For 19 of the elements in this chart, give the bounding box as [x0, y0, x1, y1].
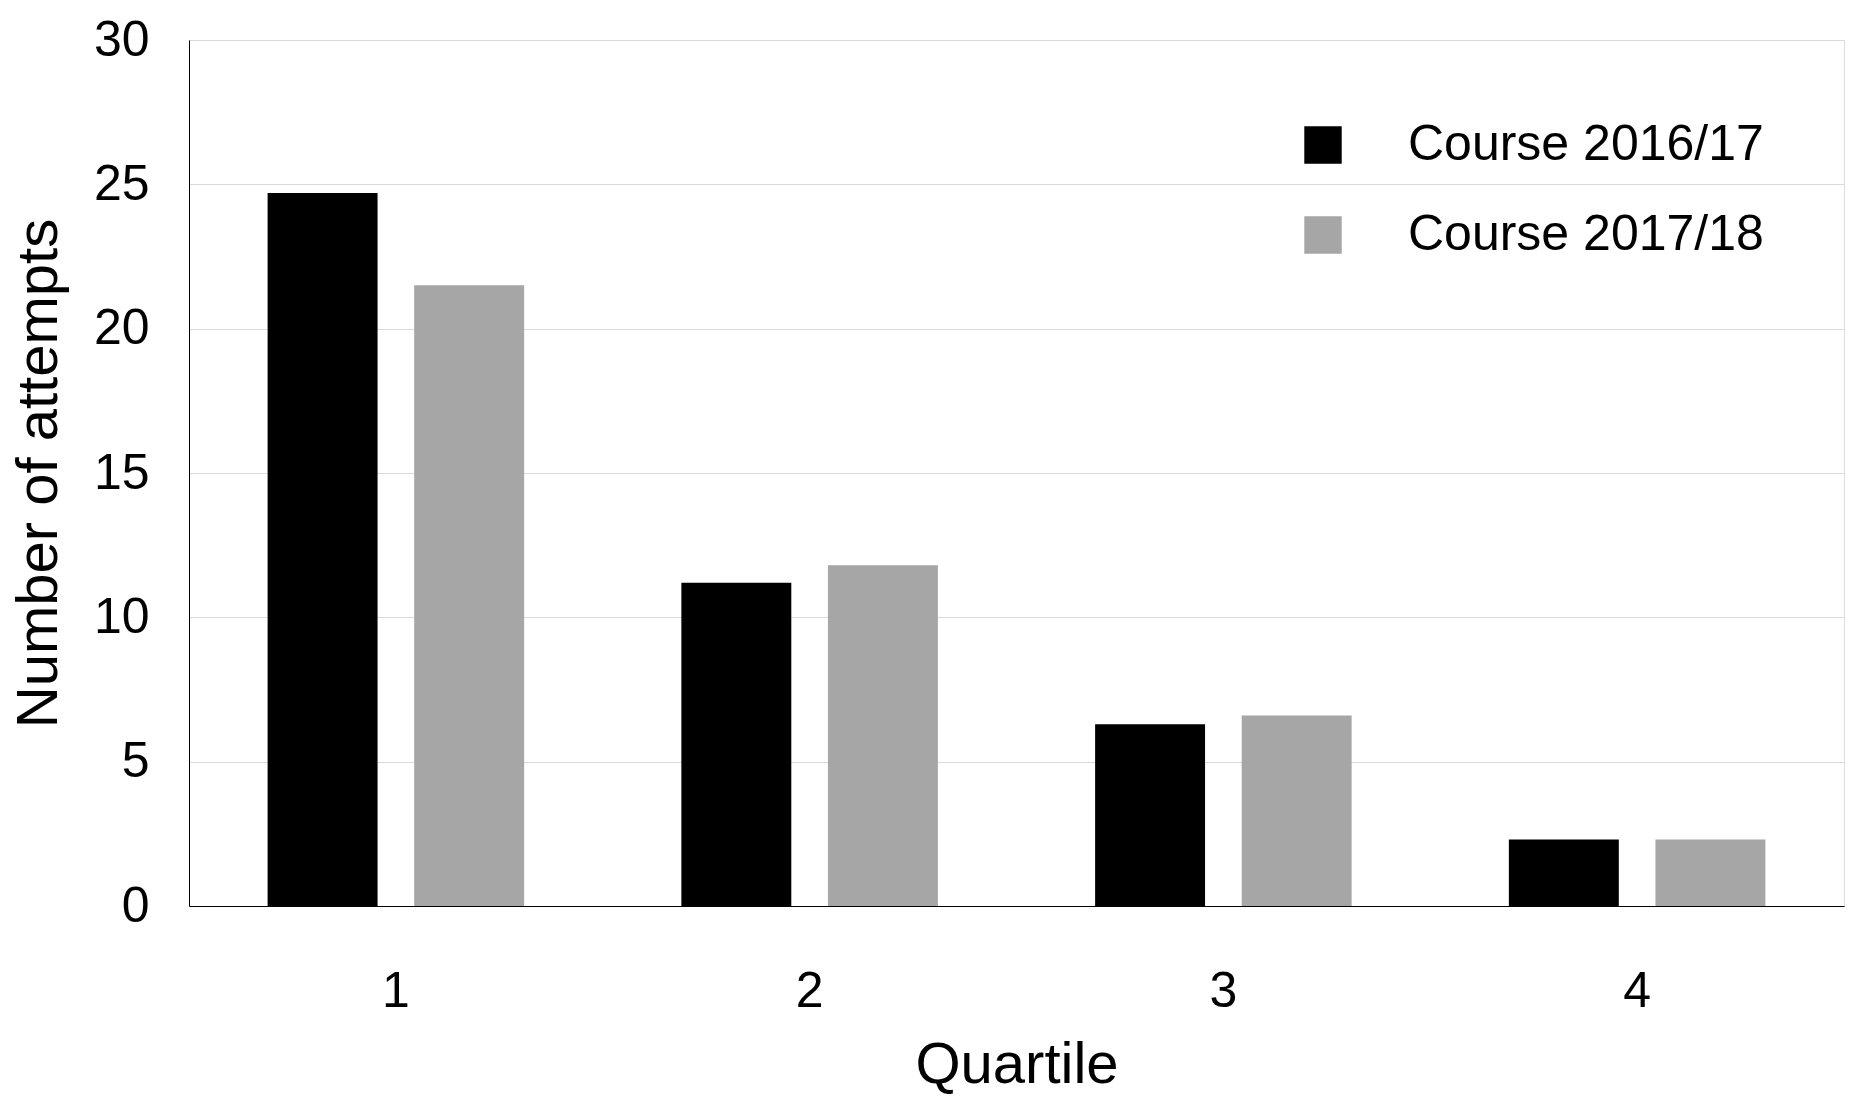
- y-axis-title: Number of attempts: [3, 218, 69, 729]
- y-tick-label: 5: [121, 732, 150, 789]
- y-tick-label: 30: [93, 10, 150, 67]
- x-tick-label: 1: [381, 961, 410, 1018]
- bar: [1241, 715, 1352, 906]
- legend-label: Course 2017/18: [1408, 205, 1764, 261]
- y-tick-label: 25: [93, 154, 150, 211]
- y-tick-label: 20: [93, 299, 150, 356]
- x-tick-label: 4: [1623, 961, 1652, 1018]
- x-tick-label: 2: [795, 961, 824, 1018]
- y-tick-label: 10: [93, 587, 150, 644]
- y-tick-label: 0: [121, 876, 150, 933]
- bar: [1655, 839, 1766, 906]
- y-tick-label: 15: [93, 443, 150, 500]
- x-tick-label: 3: [1209, 961, 1238, 1018]
- legend-label: Course 2016/17: [1408, 115, 1764, 171]
- bar: [414, 285, 525, 906]
- bar: [827, 565, 938, 906]
- x-axis-title: Quartile: [915, 1029, 1119, 1095]
